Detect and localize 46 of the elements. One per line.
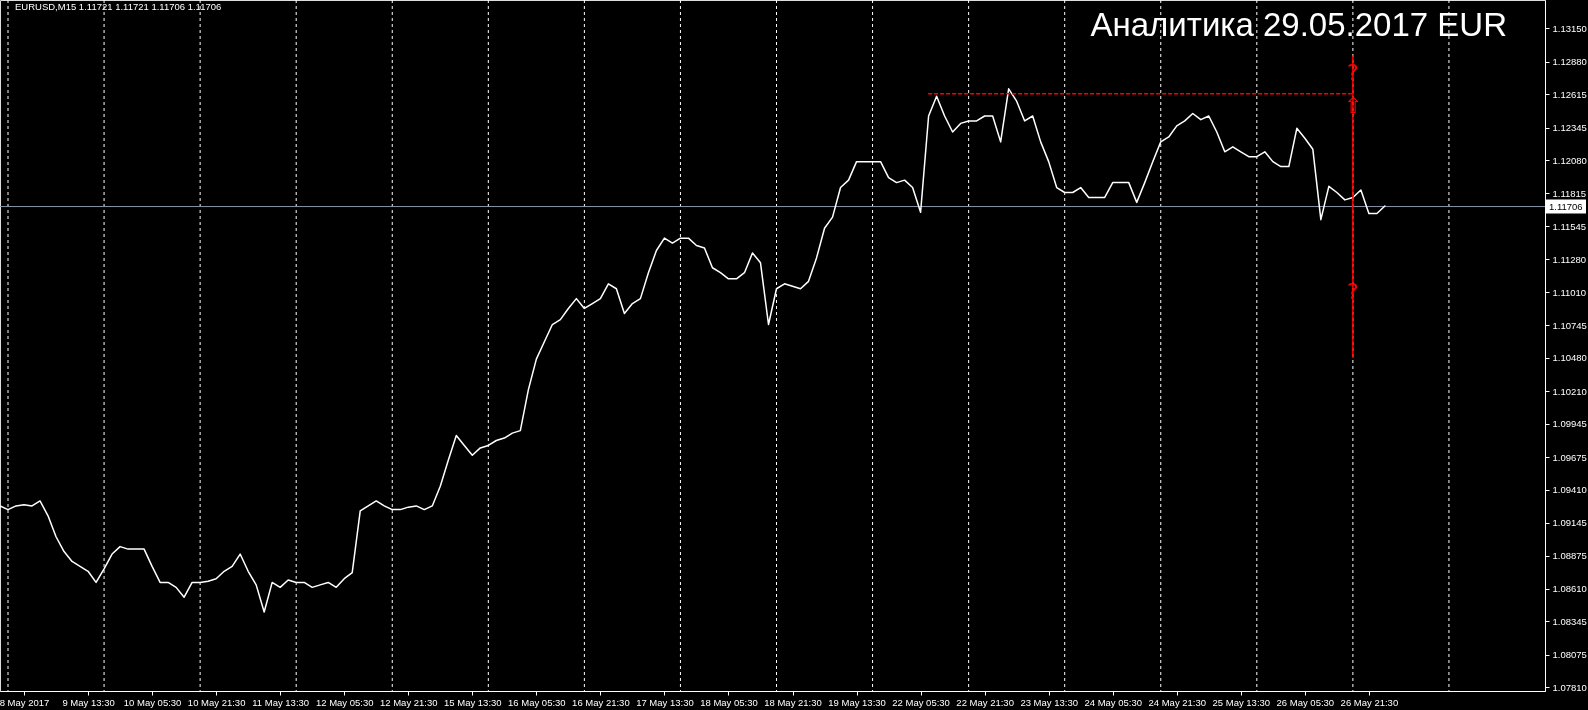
y-tick-label: 1.13150 [1552,22,1587,34]
y-tick-label: 1.12080 [1552,154,1587,166]
x-tick-label: 24 May 05:30 [1084,696,1143,708]
x-tick-label: 16 May 05:30 [508,696,566,708]
chart-title: Аналитика 29.05.2017 EUR [1090,5,1507,43]
x-tick-label: 18 May 05:30 [700,696,758,708]
x-tick-label: 9 May 13:30 [62,696,115,708]
y-tick-label: 1.08610 [1552,583,1587,595]
y-tick-label: 1.11815 [1552,187,1587,199]
y-tick-label: 1.11545 [1552,220,1587,232]
x-tick-label: 17 May 13:30 [636,696,694,708]
y-tick-label: 1.09945 [1552,418,1587,430]
x-tick-label: 26 May 05:30 [1276,696,1335,708]
y-tick-label: 1.12345 [1552,122,1587,134]
y-tick-label: 1.09675 [1552,451,1587,463]
x-tick-label: 25 May 13:30 [1212,696,1271,708]
y-tick-label: 1.11280 [1552,253,1587,265]
y-tick-label: 1.11010 [1552,286,1587,298]
y-tick-label: 1.07810 [1552,681,1587,693]
y-tick-label: 1.10210 [1552,385,1587,397]
x-tick-label: 12 May 21:30 [379,696,438,708]
annotation: EURUSD,M15 1.11721 1.11721 1.11706 1.11706 [15,1,222,12]
x-tick-label: 10 May 21:30 [187,696,246,708]
y-tick-label: 1.10480 [1552,352,1587,364]
y-tick-label: 1.12615 [1552,88,1587,100]
x-tick-label: 15 May 13:30 [444,696,502,708]
y-tick-label: 1.09410 [1552,484,1587,496]
x-tick-label: 8 May 2017 [0,696,50,708]
x-tick-label: 26 May 21:30 [1340,696,1399,708]
x-tick-label: 10 May 05:30 [123,696,182,708]
ref-line-label: 1.11706 [1549,200,1583,212]
x-tick-label: 11 May 13:30 [252,696,310,708]
x-tick-label: 12 May 05:30 [315,696,374,708]
y-tick-label: 1.08075 [1552,649,1587,661]
x-tick-label: 16 May 21:30 [572,696,630,708]
x-tick-label: 24 May 21:30 [1148,696,1207,708]
y-tick-label: 1.08875 [1552,550,1587,562]
x-tick-label: 22 May 21:30 [956,696,1014,708]
y-tick-label: 1.09145 [1552,517,1587,529]
x-tick-label: 18 May 21:30 [764,696,822,708]
x-tick-label: 22 May 05:30 [892,696,950,708]
x-tick-label: 19 May 13:30 [828,696,886,708]
y-tick-label: 1.08345 [1552,615,1587,627]
y-tick-label: 1.10745 [1552,319,1587,331]
x-tick-label: 23 May 13:30 [1020,696,1078,708]
y-tick-label: 1.12880 [1552,56,1587,68]
